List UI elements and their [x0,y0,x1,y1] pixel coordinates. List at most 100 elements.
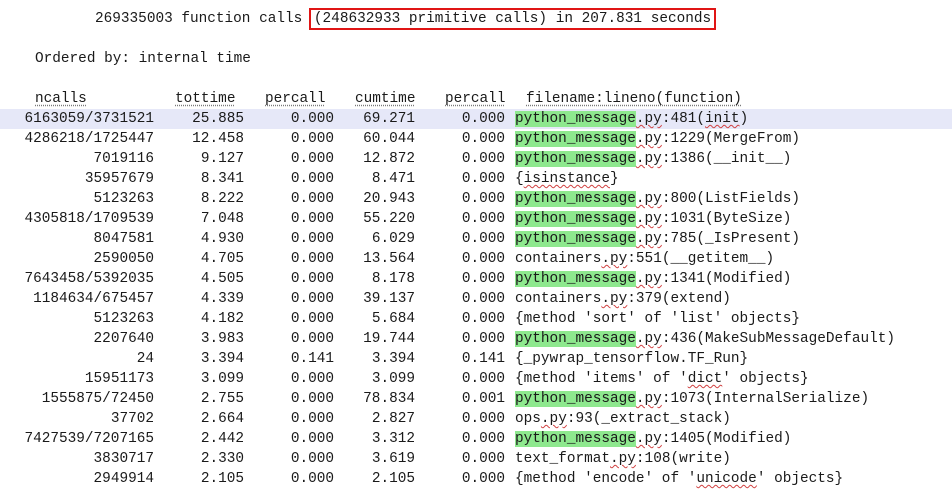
cell-cumtime: 3.312 [371,431,415,447]
cell-tottime: 4.930 [200,231,244,247]
builtin-text: { [515,171,524,187]
file-extension: .py [540,411,567,427]
builtin-text: } [610,171,619,187]
lineno-function: :1229(MergeFrom) [661,131,801,147]
cell-tottime: 12.458 [192,131,244,147]
cell-ncalls: 5123263 [93,311,154,327]
cell-percall2: 0.000 [461,251,505,267]
file-extension: .py [635,131,662,147]
cell-percall1: 0.000 [290,171,334,187]
table-row[interactable]: 1184634/675457 4.339 0.000 39.137 0.000 conta… [0,289,952,309]
table-row[interactable]: 35957679 8.341 0.000 8.471 0.000 {isinstance} [0,169,952,189]
cell-percall2: 0.000 [461,471,505,487]
table-row[interactable]: 1555875/72450 2.755 0.000 78.834 0.001 python… [0,389,952,409]
file-extension: .py [635,271,662,287]
cell-percall1: 0.000 [290,191,334,207]
cell-function: python_message.py:1229(MergeFrom) [515,129,800,149]
header-tottime: tottime [175,91,236,107]
table-row[interactable]: 37702 2.664 0.000 2.827 0.000 ops.py:93(_extr… [0,409,952,429]
file-extension: .py [635,331,662,347]
cell-percall1: 0.000 [290,131,334,147]
module-highlight: python_message [515,431,636,447]
module-highlight: python_message [515,111,636,127]
paren: ) [739,111,749,127]
cell-cumtime: 3.394 [371,351,415,367]
cell-percall2: 0.000 [461,431,505,447]
header-filename-lineno-function: filename:lineno(function) [526,91,742,107]
table-row[interactable]: 5123263 4.182 0.000 5.684 0.000 {method 'sort… [0,309,952,329]
cell-tottime: 8.222 [200,191,244,207]
cell-percall2: 0.000 [461,271,505,287]
cell-ncalls: 4305818/1709539 [24,211,154,227]
builtin-text: {method 'items' of ' [515,371,688,387]
cell-tottime: 2.442 [200,431,244,447]
cell-ncalls: 4286218/1725447 [24,131,154,147]
file-extension: .py [635,391,662,407]
cell-cumtime: 60.044 [363,131,415,147]
lineno-function: :785(_IsPresent) [661,231,801,247]
cell-percall1: 0.000 [290,331,334,347]
cell-percall1: 0.000 [290,431,334,447]
lineno-function: :379(extend) [627,291,731,307]
table-row[interactable]: 7427539/7207165 2.442 0.000 3.312 0.000 pytho… [0,429,952,449]
lineno: :481( [661,111,706,127]
cell-function: {isinstance} [515,169,619,189]
cell-percall2: 0.000 [461,451,505,467]
table-row[interactable]: 24 3.394 0.141 3.394 0.141 {_pywrap_tensorflo… [0,349,952,369]
cell-percall1: 0.000 [290,411,334,427]
cell-tottime: 4.182 [200,311,244,327]
table-row[interactable]: 2207640 3.983 0.000 19.744 0.000 python_messa… [0,329,952,349]
cell-percall2: 0.000 [461,411,505,427]
cell-percall1: 0.000 [290,391,334,407]
cell-percall1: 0.000 [290,291,334,307]
table-row[interactable]: 15951173 3.099 0.000 3.099 0.000 {method 'ite… [0,369,952,389]
cell-function: {method 'items' of 'dict' objects} [515,369,809,389]
cell-tottime: 2.330 [200,451,244,467]
lineno-function: :551(__getitem__) [627,251,775,267]
table-row[interactable]: 7643458/5392035 4.505 0.000 8.178 0.000 pytho… [0,269,952,289]
table-row[interactable]: 7019116 9.127 0.000 12.872 0.000 python_messa… [0,149,952,169]
cell-percall2: 0.000 [461,211,505,227]
cell-function: {_pywrap_tensorflow.TF_Run} [515,349,748,369]
cell-ncalls: 2949914 [93,471,154,487]
module-highlight: python_message [515,271,636,287]
cell-tottime: 2.755 [200,391,244,407]
cell-ncalls: 15951173 [84,371,154,387]
table-row[interactable]: 6163059/3731521 25.885 0.000 69.271 0.000 pyt… [0,109,952,129]
lineno-function: :1341(Modified) [661,271,792,287]
cell-percall2: 0.000 [461,371,505,387]
cell-function: ops.py:93(_extract_stack) [515,409,731,429]
table-row[interactable]: 4305818/1709539 7.048 0.000 55.220 0.000 pyth… [0,209,952,229]
table-row[interactable]: 8047581 4.930 0.000 6.029 0.000 python_messag… [0,229,952,249]
cell-percall1: 0.000 [290,451,334,467]
cell-percall2: 0.141 [461,351,505,367]
builtin-name: unicode [696,471,757,487]
cell-cumtime: 12.872 [363,151,415,167]
cell-function: python_message.py:1073(InternalSerialize… [515,389,869,409]
cell-cumtime: 69.271 [363,111,415,127]
summary-line: 269335003 function calls (248632933 prim… [95,8,717,30]
table-row[interactable]: 2590050 4.705 0.000 13.564 0.000 containers.p… [0,249,952,269]
module-highlight: python_message [515,131,636,147]
module-highlight: python_message [515,211,636,227]
header-ncalls: ncalls [35,91,87,107]
table-row[interactable]: 4286218/1725447 12.458 0.000 60.044 0.000 pyt… [0,129,952,149]
total-calls-text: 269335003 function calls [95,11,303,27]
function-name: init [705,111,740,127]
cell-percall1: 0.000 [290,371,334,387]
table-row[interactable]: 2949914 2.105 0.000 2.105 0.000 {method 'enco… [0,469,952,489]
cell-tottime: 3.099 [200,371,244,387]
file-extension: .py [635,191,662,207]
cell-ncalls: 1184634/675457 [33,291,154,307]
cell-cumtime: 20.943 [363,191,415,207]
cell-percall2: 0.000 [461,231,505,247]
primitive-calls-highlight: (248632933 primitive calls) in 207.831 s… [308,8,717,30]
module-highlight: python_message [515,391,636,407]
cell-cumtime: 6.029 [371,231,415,247]
table-row[interactable]: 3830717 2.330 0.000 3.619 0.000 text_format.p… [0,449,952,469]
module-name: text_format [515,451,610,467]
table-row[interactable]: 5123263 8.222 0.000 20.943 0.000 python_messa… [0,189,952,209]
cell-cumtime: 13.564 [363,251,415,267]
cell-function: python_message.py:1405(Modified) [515,429,791,449]
file-extension: .py [635,111,662,127]
